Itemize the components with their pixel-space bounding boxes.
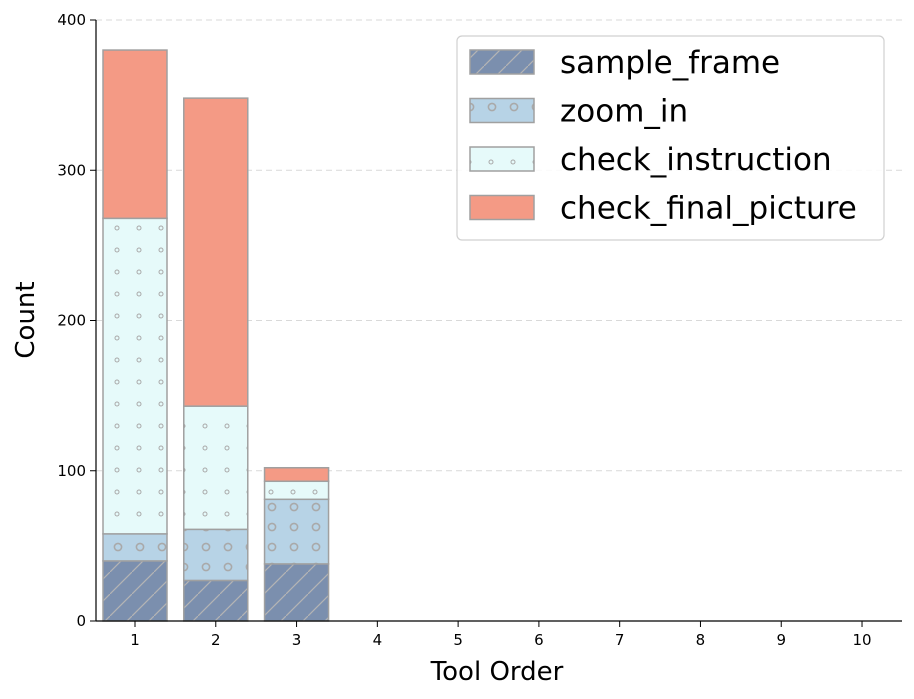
bar-hatch-zoom-in-3: [264, 499, 329, 564]
bar-hatch-zoom-in-1: [103, 533, 167, 561]
bar-segment-check-final-picture-2: [183, 98, 248, 407]
x-tick-label: 5: [453, 631, 463, 649]
y-tick-label: 300: [57, 161, 86, 179]
x-tick-label: 2: [211, 631, 221, 649]
bar-hatch-check-instruction-1: [103, 218, 167, 534]
bar-segment-check-final-picture-1: [103, 50, 167, 219]
x-tick-label: 6: [534, 631, 544, 649]
legend-swatch-hatch: [470, 147, 534, 171]
x-tick-label: 4: [373, 631, 383, 649]
bar-hatch-sample-frame-1: [103, 560, 167, 621]
bar-hatch-check-instruction-2: [183, 406, 248, 530]
bar-hatch-zoom-in-2: [183, 529, 248, 581]
bar-outline-check-final-picture-1: [102, 49, 168, 220]
legend-swatch-hatch: [470, 98, 534, 123]
y-tick-label: 0: [76, 612, 86, 630]
legend-swatch-outline: [469, 194, 535, 221]
y-tick-label: 100: [57, 462, 86, 480]
legend-swatch-check-final-picture: [470, 195, 534, 220]
bar-outline-check-final-picture-3: [263, 466, 330, 483]
x-ticks: 1 2 3 4 5 6 7 8 9 10: [130, 621, 872, 649]
legend-label-zoom-in: zoom_in: [560, 94, 688, 130]
x-tick-label: 1: [130, 631, 140, 649]
y-ticks: 0 100 200 300 400: [57, 11, 96, 630]
legend: sample_frame zoom_in check_instructionchec…: [456, 35, 885, 241]
bar-outline-check-final-picture-2: [183, 97, 249, 407]
legend-swatch-hatch: [470, 50, 534, 74]
legend-swatch-outline: [469, 97, 535, 124]
y-axis-title: Count: [11, 281, 41, 358]
bars: [102, 49, 330, 622]
legend-label-check-final-picture: check_final_picture: [560, 191, 857, 227]
x-tick-label: 3: [292, 631, 302, 649]
legend-swatch-outline: [469, 146, 535, 172]
legend-label-sample-frame: sample_frame: [560, 45, 780, 81]
x-tick-label: 9: [776, 631, 786, 649]
bar-hatch-check-instruction-3: [264, 481, 329, 500]
x-tick-label: 10: [852, 631, 871, 649]
x-axis-title: Tool Order: [430, 657, 564, 687]
legend-label-check-instruction: check_instruction: [560, 142, 832, 178]
y-tick-label: 200: [57, 312, 86, 330]
x-tick-label: 7: [615, 631, 625, 649]
bar-segment-check-final-picture-3: [264, 467, 329, 482]
x-tick-label: 8: [696, 631, 706, 649]
bar-hatch-sample-frame-3: [264, 563, 329, 621]
legend-frame: [456, 35, 885, 241]
y-tick-label: 400: [57, 11, 86, 29]
legend-swatch-outline: [469, 49, 535, 75]
bar-hatch-sample-frame-2: [183, 580, 248, 621]
